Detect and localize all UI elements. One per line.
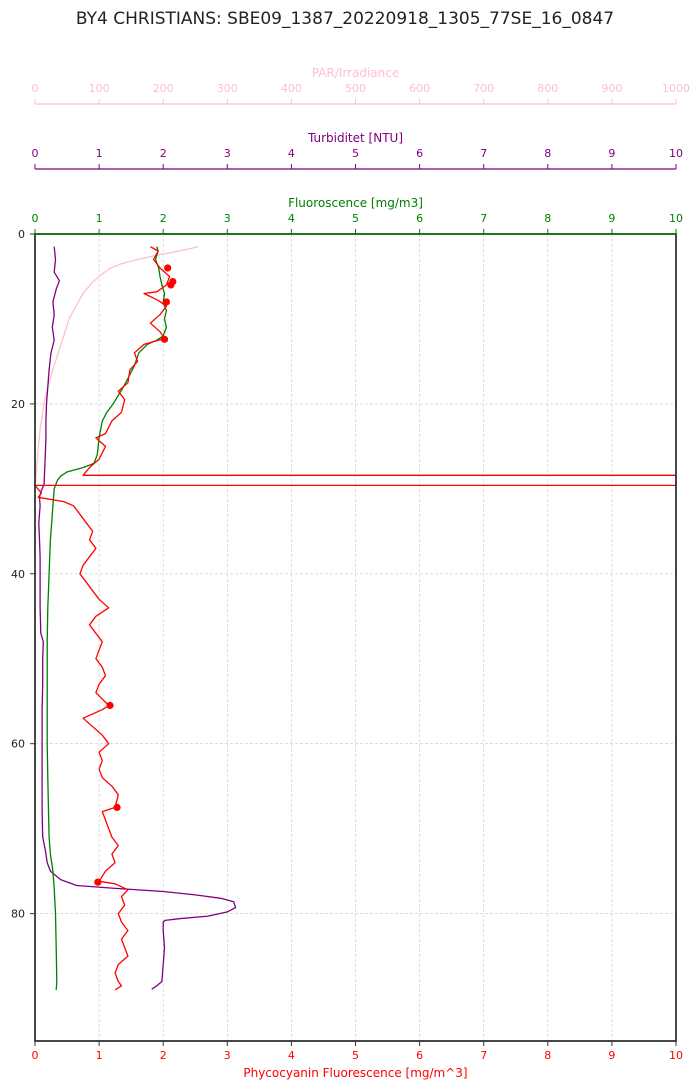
- tick-label-depth: 40: [11, 568, 25, 581]
- tick-label-fluor: 8: [544, 212, 551, 225]
- tick-label-par: 400: [281, 82, 302, 95]
- data-point-marker: [106, 701, 114, 710]
- series-line-fluor: [46, 246, 168, 991]
- axis-label-phyco: Phycocyanin Fluorescence [mg/m^3]: [243, 1066, 467, 1080]
- tick-label-phyco: 0: [32, 1049, 39, 1062]
- tick-label-fluor: 10: [669, 212, 683, 225]
- tick-label-par: 200: [153, 82, 174, 95]
- tick-label-depth: 20: [11, 398, 25, 411]
- tick-label-phyco: 5: [352, 1049, 359, 1062]
- tick-label-fluor: 2: [160, 212, 167, 225]
- axis-label-par: PAR/Irradiance: [312, 66, 400, 80]
- tick-label-fluor: 7: [480, 212, 487, 225]
- tick-label-fluor: 6: [416, 212, 423, 225]
- tick-label-depth: 60: [11, 738, 25, 751]
- tick-label-phyco: 1: [96, 1049, 103, 1062]
- grid: [34, 233, 677, 1041]
- chart-title: BY4 CHRISTIANS: SBE09_1387_20220918_1305…: [76, 9, 614, 29]
- tick-label-turb: 9: [608, 147, 615, 160]
- tick-label-turb: 2: [160, 147, 167, 160]
- tick-label-phyco: 9: [608, 1049, 615, 1062]
- tick-label-par: 300: [217, 82, 238, 95]
- tick-label-depth: 80: [11, 908, 25, 921]
- tick-label-phyco: 6: [416, 1049, 423, 1062]
- tick-label-turb: 3: [224, 147, 231, 160]
- tick-label-par: 600: [409, 82, 430, 95]
- tick-label-turb: 8: [544, 147, 551, 160]
- tick-label-turb: 7: [480, 147, 487, 160]
- data-point-marker: [162, 298, 171, 306]
- data-point-marker: [167, 281, 175, 289]
- data-point-marker: [164, 264, 172, 272]
- data-point-marker: [160, 335, 169, 343]
- tick-label-turb: 6: [416, 147, 423, 160]
- tick-label-phyco: 2: [160, 1049, 167, 1062]
- tick-label-depth: 0: [18, 228, 25, 241]
- series-layer: [34, 246, 677, 991]
- tick-label-phyco: 8: [544, 1049, 551, 1062]
- axes-layer: 0 100 200 300 400 500 600 700 800 900 1000PAR/Irra…: [11, 66, 690, 1080]
- tick-label-fluor: 9: [608, 212, 615, 225]
- tick-label-turb: 10: [669, 147, 683, 160]
- data-point-marker: [113, 803, 121, 811]
- series-line-phyco: [34, 246, 677, 991]
- tick-label-phyco: 7: [480, 1049, 487, 1062]
- tick-label-fluor: 5: [352, 212, 359, 225]
- series-line-par: [34, 246, 199, 489]
- tick-label-par: 900: [601, 82, 622, 95]
- series-line-turb: [38, 246, 237, 990]
- tick-label-turb: 5: [352, 147, 359, 160]
- tick-label-par: 700: [473, 82, 494, 95]
- tick-label-fluor: 3: [224, 212, 231, 225]
- tick-label-phyco: 3: [224, 1049, 231, 1062]
- tick-label-turb: 4: [288, 147, 295, 160]
- tick-label-turb: 1: [96, 147, 103, 160]
- data-point-marker: [94, 878, 102, 886]
- tick-label-par: 500: [345, 82, 366, 95]
- tick-label-fluor: 0: [32, 212, 39, 225]
- axis-label-fluor: Fluoroscence [mg/m3]: [288, 196, 423, 210]
- tick-label-fluor: 4: [288, 212, 295, 225]
- tick-label-par: 0: [32, 82, 39, 95]
- tick-label-par: 100: [89, 82, 110, 95]
- tick-label-phyco: 4: [288, 1049, 295, 1062]
- tick-label-par: 1000: [662, 82, 690, 95]
- tick-label-turb: 0: [32, 147, 39, 160]
- tick-label-phyco: 10: [669, 1049, 683, 1062]
- tick-label-fluor: 1: [96, 212, 103, 225]
- axis-label-turb: Turbiditet [NTU]: [307, 131, 403, 145]
- tick-label-par: 800: [537, 82, 558, 95]
